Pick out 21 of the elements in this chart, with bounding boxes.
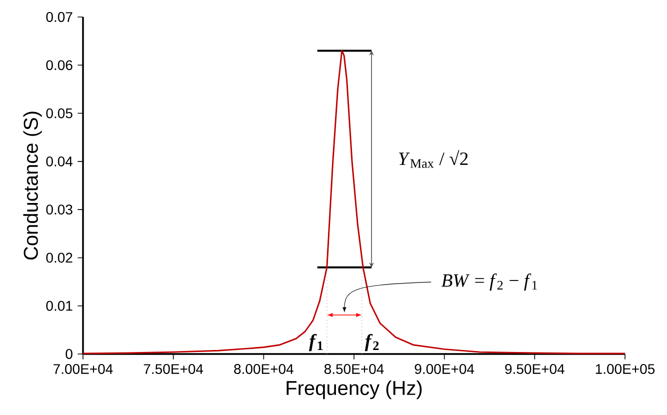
x-tick-label: 1.00E+05 <box>596 364 655 374</box>
y-tick-label: 0.07 <box>46 12 72 22</box>
y-tick-label: 0 <box>66 349 72 359</box>
x-tick-label: 7.50E+04 <box>144 364 204 374</box>
x-tick-label: 8.50E+04 <box>324 364 384 374</box>
annotation: f$_{1}$ <box>309 334 323 352</box>
y-tick-label: 0.04 <box>46 156 73 166</box>
x-axis-title: Frequency (Hz) <box>286 380 422 400</box>
y-axis-title: Conductance (S) <box>23 112 42 260</box>
annotation: Y$_{Max}$ / √2 <box>398 150 468 168</box>
annotation: BW = f$_{2}$ − f$_{1}$ <box>441 274 537 291</box>
y-tick-label: 0.05 <box>46 108 72 118</box>
y-tick-label: 0.06 <box>46 60 72 70</box>
x-tick-label: 9.50E+04 <box>505 364 564 374</box>
annotation: f$_{2}$ <box>364 334 379 352</box>
x-tick-label: 7.00E+04 <box>54 364 113 374</box>
x-tick-label: 8.00E+04 <box>234 364 294 374</box>
y-tick-label: 0.01 <box>46 300 72 311</box>
y-tick-label: 0.03 <box>46 204 72 215</box>
x-tick-label: 9.00E+04 <box>414 364 474 374</box>
y-tick-label: 0.02 <box>46 252 72 263</box>
